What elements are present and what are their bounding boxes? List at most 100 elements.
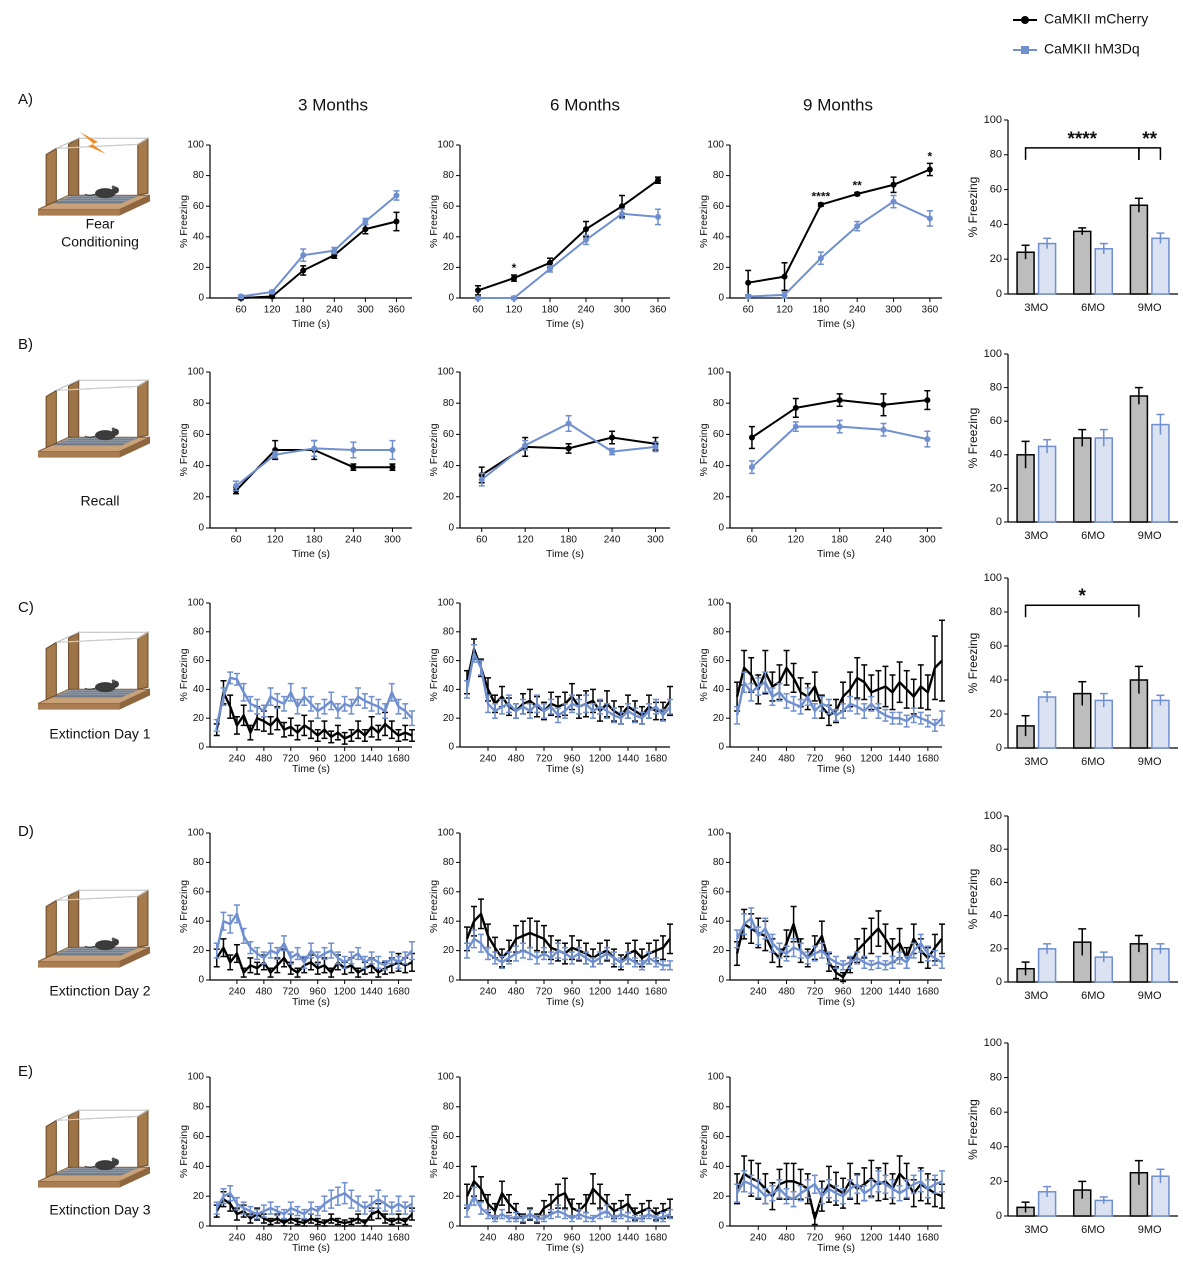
data-point (233, 482, 240, 489)
y-axis-label: % Freezing (698, 195, 710, 248)
y-tick-label: 0 (448, 523, 454, 534)
data-point (331, 247, 338, 254)
series-line (735, 659, 943, 717)
row-letter: C) (18, 599, 34, 616)
x-tick-label: 240 (229, 1233, 246, 1244)
data-point (836, 397, 843, 404)
x-tick-label: 1200 (589, 1233, 612, 1244)
annotation: ** (853, 179, 863, 193)
y-tick-label: 100 (437, 1072, 454, 1083)
data-point (745, 279, 752, 286)
data-point (389, 464, 396, 471)
y-tick-label: 60 (443, 655, 455, 666)
x-tick-label: 1200 (589, 987, 612, 998)
x-tick-label: 720 (536, 1233, 553, 1244)
series-line (465, 1195, 671, 1220)
cage-icon (38, 889, 150, 969)
y-tick-label: 20 (990, 1175, 1002, 1187)
x-tick-label: 1680 (645, 754, 668, 765)
x-tick-label: 240 (750, 987, 767, 998)
x-tick-label: 240 (480, 987, 497, 998)
y-tick-label: 80 (193, 170, 205, 181)
y-tick-label: 60 (193, 655, 205, 666)
data-point (792, 404, 799, 411)
x-axis-label: Time (s) (292, 996, 330, 1008)
column-title: 3 Months (298, 95, 368, 114)
x-tick-label: 480 (778, 987, 795, 998)
y-tick-label: 20 (990, 253, 1002, 265)
annotation: **** (812, 189, 831, 203)
series-line (215, 676, 413, 726)
y-tick-label: 20 (193, 945, 205, 956)
series-line (215, 1198, 413, 1225)
x-tick-label: 1440 (360, 754, 383, 765)
x-tick-label: 60 (476, 535, 488, 546)
bar (1151, 699, 1170, 749)
series-line (465, 937, 670, 967)
y-tick-label: 80 (713, 170, 725, 181)
data-point (652, 443, 659, 450)
y-tick-label: 20 (443, 491, 455, 502)
series-line (736, 1180, 943, 1201)
y-tick-label: 40 (990, 218, 1002, 230)
data-point (522, 442, 529, 449)
x-tick-label: 480 (508, 754, 525, 765)
y-tick-label: 100 (707, 367, 724, 378)
row-label: Extinction Day 3 (49, 1202, 150, 1218)
shock-icon (80, 132, 106, 154)
x-axis-label: Time (s) (292, 1242, 330, 1254)
x-tick-label: 1680 (645, 987, 668, 998)
annotation: * (512, 261, 517, 275)
data-point (393, 218, 400, 225)
data-point (890, 181, 897, 188)
x-tick-label: 240 (849, 305, 866, 316)
bar (1129, 395, 1149, 523)
x-tick-label: 9MO (1138, 756, 1162, 768)
x-tick-label: 3MO (1024, 302, 1048, 314)
y-tick-label: 100 (437, 598, 454, 609)
x-tick-label: 960 (564, 754, 581, 765)
x-tick-label: 1200 (860, 987, 883, 998)
data-point (880, 401, 887, 408)
y-tick-label: 0 (718, 742, 724, 753)
y-tick-label: 40 (193, 684, 205, 695)
data-point (547, 265, 553, 272)
y-tick-label: 60 (193, 886, 205, 897)
x-tick-label: 720 (806, 754, 823, 765)
y-axis-label: % Freezing (178, 648, 190, 701)
x-tick-label: 960 (309, 1233, 326, 1244)
data-point (362, 218, 369, 225)
y-tick-label: 0 (718, 293, 724, 304)
row-label: Recall (81, 493, 120, 509)
x-tick-label: 480 (508, 987, 525, 998)
data-point (583, 236, 589, 243)
series-line (465, 1180, 671, 1220)
x-axis-label: Time (s) (292, 318, 330, 330)
data-point (511, 295, 517, 301)
y-tick-label: 20 (713, 945, 725, 956)
x-tick-label: 480 (256, 754, 273, 765)
y-tick-label: 80 (193, 398, 205, 409)
y-tick-label: 80 (713, 1101, 725, 1112)
x-axis-label: Time (s) (817, 763, 855, 775)
y-tick-label: 60 (443, 429, 455, 440)
data-point (475, 295, 481, 301)
data-point (583, 226, 589, 233)
y-tick-label: 40 (713, 684, 725, 695)
bar (1037, 696, 1057, 749)
x-tick-label: 1440 (888, 987, 911, 998)
row-letter: B) (18, 336, 33, 353)
series-line (748, 200, 931, 298)
legend-marker (1021, 16, 1029, 24)
data-point (792, 423, 799, 430)
y-axis-label: % Freezing (178, 423, 190, 476)
x-tick-label: 120 (787, 535, 804, 546)
bar (1151, 237, 1170, 295)
y-tick-label: 100 (187, 140, 204, 151)
y-axis-label: % Freezing (966, 633, 980, 694)
y-tick-label: 0 (996, 1210, 1002, 1222)
series-line (215, 946, 413, 974)
y-tick-label: 0 (198, 742, 204, 753)
column-title: 9 Months (803, 95, 873, 114)
x-tick-label: 360 (650, 305, 667, 316)
